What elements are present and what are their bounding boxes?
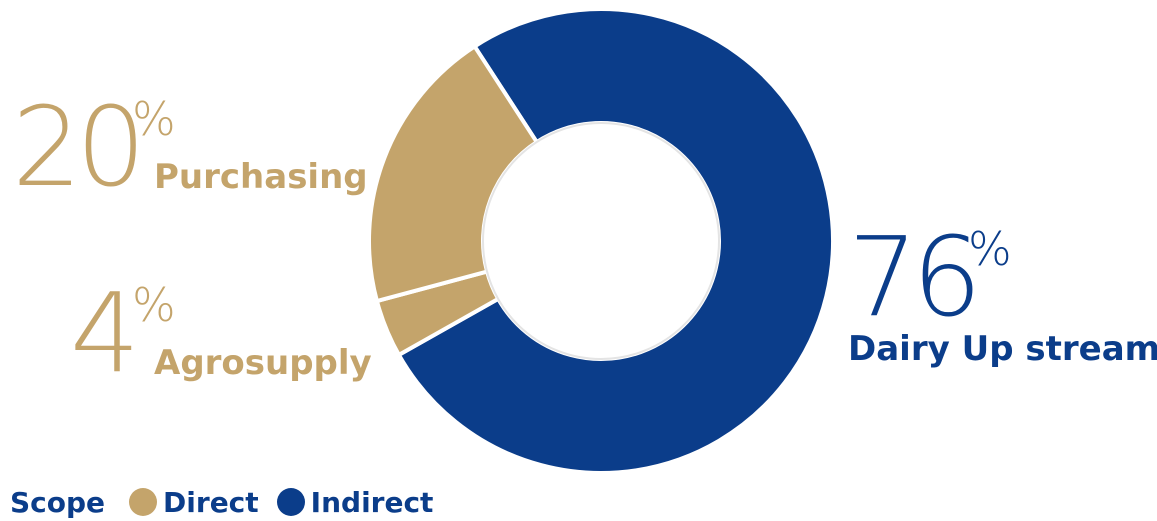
callout-dairy: 76 % Dairy Up stream xyxy=(848,213,1157,372)
legend-item-direct: Direct xyxy=(129,486,259,519)
dairy-value: 76 xyxy=(848,213,982,341)
callout-agrosupply: 4 % Agrosupply xyxy=(70,269,372,397)
purchasing-label: Purchasing xyxy=(154,157,368,197)
legend-label-indirect: Indirect xyxy=(310,485,434,519)
legend-label-direct: Direct xyxy=(163,485,259,519)
legend: Scope Direct Indirect xyxy=(10,485,451,519)
legend-dot-indirect xyxy=(276,488,305,516)
purchasing-percent: % xyxy=(132,92,176,146)
legend-title: Scope xyxy=(10,485,106,519)
agrosupply-value: 4 xyxy=(70,269,140,397)
agrosupply-percent: % xyxy=(132,278,176,332)
callout-purchasing: 20 % Purchasing xyxy=(12,92,372,202)
legend-dot-direct xyxy=(129,488,158,516)
donut-hole xyxy=(482,122,720,360)
dairy-label: Dairy Up stream xyxy=(848,329,1157,369)
dairy-percent: % xyxy=(968,222,1012,276)
agrosupply-label: Agrosupply xyxy=(154,343,372,383)
purchasing-value: 20 xyxy=(12,83,146,211)
legend-item-indirect: Indirect xyxy=(276,485,434,519)
